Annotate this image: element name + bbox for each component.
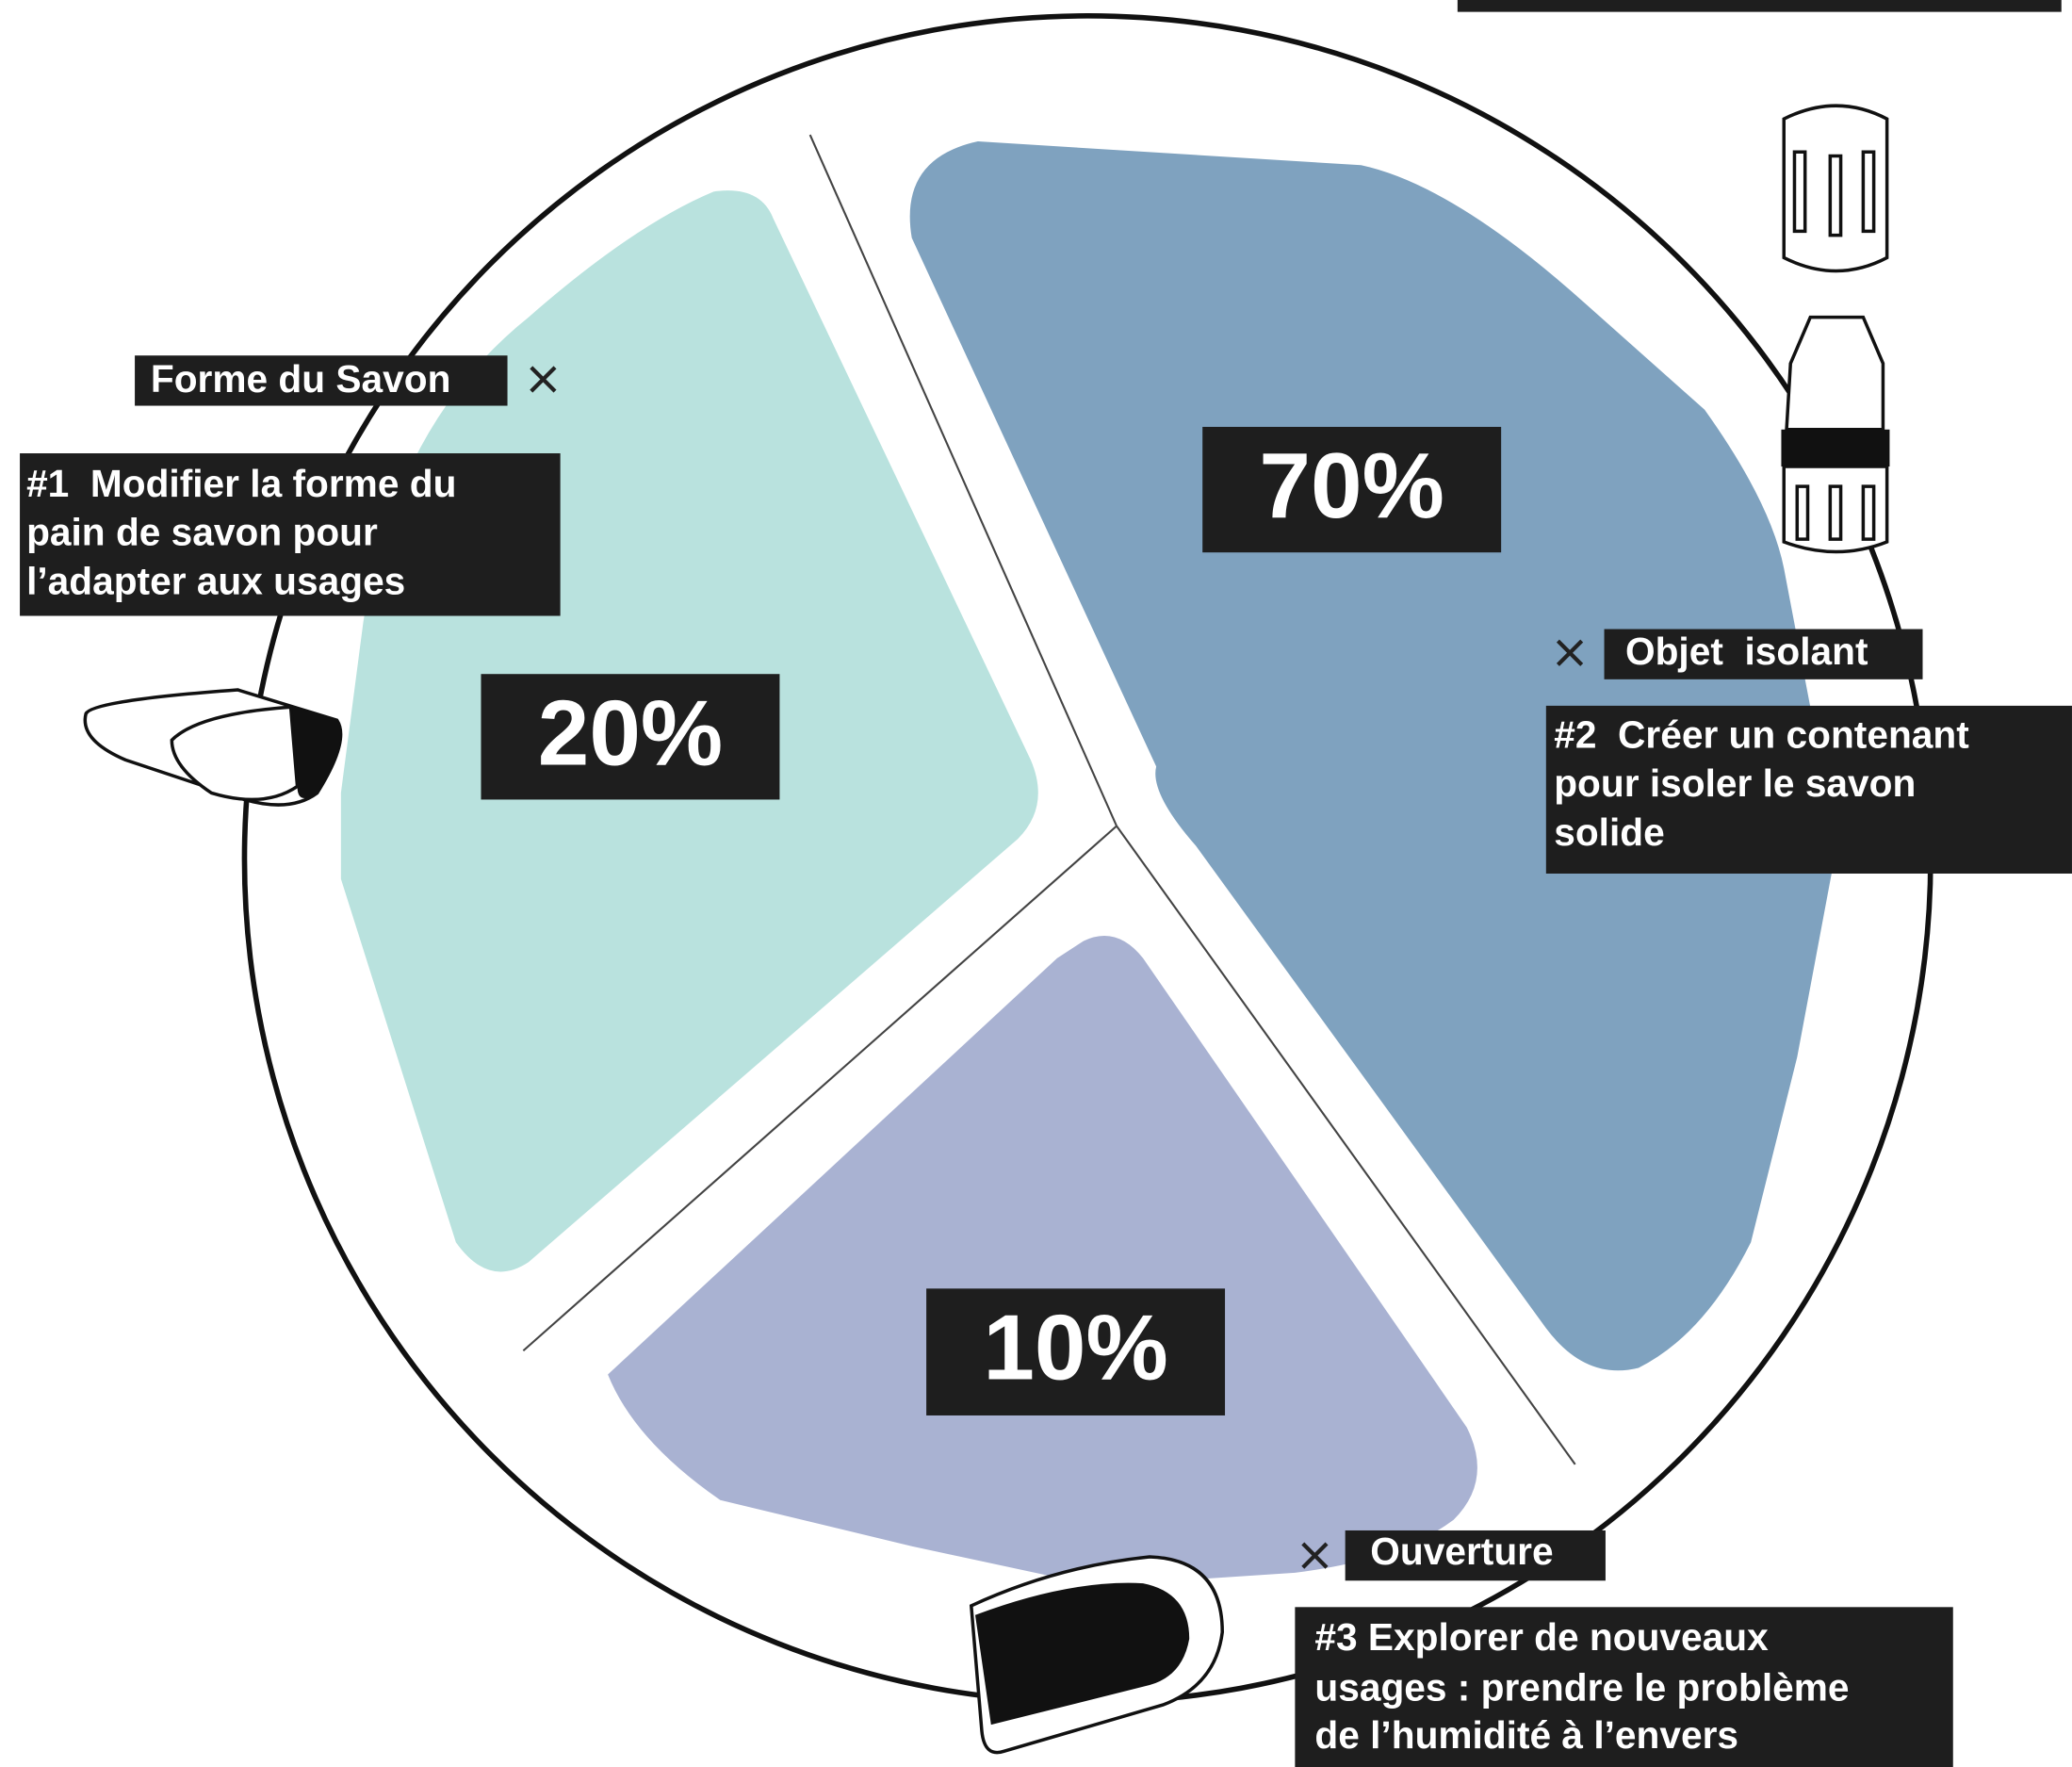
description-line: pour isoler le savon — [1554, 761, 1916, 805]
soap-icon — [83, 688, 343, 807]
close-icon — [1556, 639, 1584, 666]
description-line: l’adapter aux usages — [26, 560, 405, 603]
description-line: de l’humidité à l’envers — [1314, 1713, 1738, 1757]
description-line: #2 Créer un contenant — [1554, 712, 1969, 756]
tag-label: Forme du Savon — [151, 357, 451, 401]
top-bar — [1457, 0, 2062, 12]
description-line: pain de savon pour — [26, 511, 378, 554]
bottle-icon — [1781, 104, 1890, 554]
close-icon — [1301, 1542, 1329, 1569]
description-box — [1545, 705, 2072, 874]
divider — [522, 825, 1118, 1352]
percent-label: 10% — [983, 1295, 1167, 1399]
description-box — [1295, 1607, 1953, 1767]
divider — [1116, 825, 1576, 1465]
percent-label: 20% — [538, 680, 723, 784]
description-line: #3 Explorer de nouveaux — [1314, 1615, 1769, 1659]
percent-box — [926, 1288, 1226, 1415]
description-box — [20, 453, 561, 616]
segment-shape — [608, 936, 1477, 1586]
tag-label: Ouverture — [1370, 1530, 1553, 1573]
tag-label: Objet isolant — [1625, 630, 1868, 673]
description-line: usages : prendre le problème — [1314, 1665, 1849, 1709]
dividers — [522, 134, 1576, 1465]
percent-box — [1202, 426, 1502, 553]
tag-box — [1345, 1530, 1606, 1581]
cap-icon — [969, 1555, 1224, 1755]
close-icon — [530, 366, 557, 393]
description-line: solide — [1554, 810, 1664, 854]
percent-box — [481, 674, 780, 800]
divider — [808, 134, 1118, 826]
tag-box — [1604, 629, 1923, 679]
tag-box — [135, 355, 508, 406]
percent-label: 70% — [1259, 434, 1444, 537]
segment-shape — [909, 141, 1837, 1371]
description-line: #1 Modifier la forme du — [26, 462, 456, 505]
